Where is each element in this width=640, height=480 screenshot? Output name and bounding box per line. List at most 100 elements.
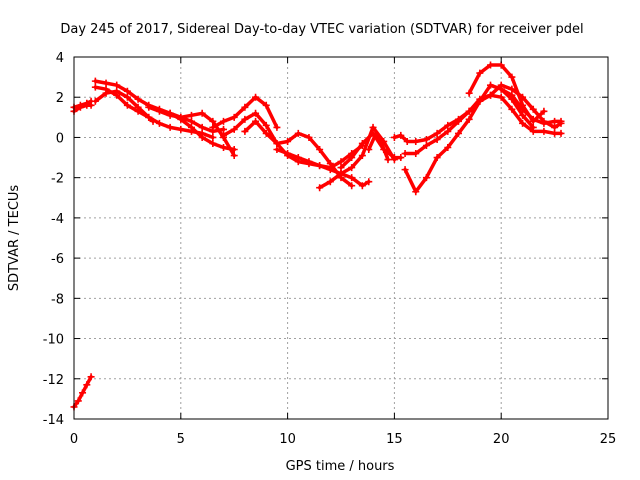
data-point — [252, 109, 260, 117]
data-point — [358, 152, 366, 160]
data-point — [134, 107, 142, 115]
data-point — [273, 146, 281, 154]
data-point — [79, 389, 87, 397]
data-point — [134, 95, 142, 103]
x-tick-label: 25 — [600, 432, 617, 447]
data-point — [187, 123, 195, 131]
data-point — [145, 103, 153, 111]
data-point — [422, 135, 430, 143]
data-point — [252, 117, 260, 125]
data-point — [91, 97, 99, 105]
data-point — [273, 123, 281, 131]
data-point — [198, 109, 206, 117]
data-point — [519, 111, 527, 119]
data-point — [87, 101, 95, 109]
data-point — [444, 121, 452, 129]
data-point — [273, 139, 281, 147]
x-tick-label: 10 — [279, 432, 296, 447]
data-point — [241, 115, 249, 123]
data-point — [91, 83, 99, 91]
data-point — [316, 162, 324, 170]
data-point — [187, 111, 195, 119]
data-point — [508, 91, 516, 99]
data-point — [76, 103, 84, 111]
data-point — [476, 69, 484, 77]
series-track-n — [365, 131, 392, 164]
data-point — [262, 101, 270, 109]
data-point — [397, 154, 405, 162]
data-point — [145, 113, 153, 121]
data-point — [337, 158, 345, 166]
data-point — [401, 166, 409, 174]
data-point — [284, 137, 292, 145]
data-point — [166, 109, 174, 117]
data-point — [454, 117, 462, 125]
data-point — [551, 117, 559, 125]
data-point — [209, 133, 217, 141]
grid-layer — [74, 57, 608, 419]
series-line — [72, 99, 93, 110]
chart-title: Day 245 of 2017, Sidereal Day-to-day VTE… — [60, 22, 583, 37]
data-point — [348, 174, 356, 182]
data-point — [519, 119, 527, 127]
data-point — [519, 105, 527, 113]
data-point — [508, 105, 516, 113]
y-tick-label: 4 — [56, 51, 64, 66]
data-point — [102, 79, 110, 87]
data-point — [497, 85, 505, 93]
data-point — [465, 89, 473, 97]
data-point — [557, 129, 565, 137]
data-point — [177, 115, 185, 123]
data-point — [198, 123, 206, 131]
data-point — [209, 123, 217, 131]
data-point — [209, 117, 217, 125]
data-point — [113, 91, 121, 99]
data-point — [220, 117, 228, 125]
data-point — [403, 137, 411, 145]
x-tick-label: 20 — [493, 432, 510, 447]
data-point — [412, 188, 420, 196]
x-tick-label: 0 — [70, 432, 78, 447]
data-point — [540, 107, 548, 115]
data-point — [487, 81, 495, 89]
data-point — [230, 125, 238, 133]
data-point — [284, 150, 292, 158]
data-point — [177, 125, 185, 133]
data-point — [454, 129, 462, 137]
data-point — [87, 373, 95, 381]
series-track-s — [497, 85, 565, 127]
data-point — [294, 129, 302, 137]
data-point — [241, 127, 249, 135]
data-point — [230, 146, 238, 154]
data-point — [123, 87, 131, 95]
data-point — [444, 144, 452, 151]
data-point — [529, 105, 537, 113]
data-point — [149, 117, 157, 125]
series-line — [403, 93, 563, 156]
data-point — [348, 154, 356, 162]
series-track-f — [145, 103, 238, 160]
data-point — [557, 117, 565, 125]
data-point — [369, 123, 377, 131]
data-point — [444, 127, 452, 135]
tick-layer: 0 5 10 15 20 25 -14 -12 -10 -8 -6 -4 -2 0 2 4 — [43, 51, 617, 447]
data-point — [412, 137, 420, 145]
plot-frame — [73, 56, 609, 420]
data-point — [123, 93, 131, 101]
data-point — [209, 139, 217, 147]
data-point — [358, 182, 366, 190]
data-point — [497, 93, 505, 101]
data-point — [74, 397, 82, 405]
series-track-p — [401, 81, 537, 196]
data-point — [294, 154, 302, 162]
data-point — [123, 101, 131, 109]
data-point — [230, 152, 238, 160]
data-point — [433, 129, 441, 137]
data-point — [326, 164, 334, 172]
data-point — [220, 125, 228, 133]
data-point — [262, 121, 270, 129]
data-point — [198, 133, 206, 141]
y-tick-label: -2 — [51, 172, 64, 187]
data-point — [422, 174, 430, 182]
